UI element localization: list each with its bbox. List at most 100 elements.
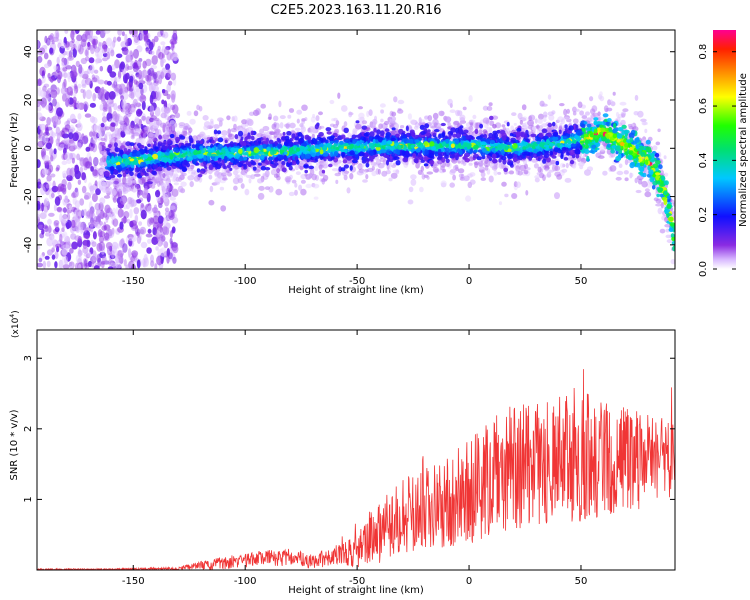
spectrogram-cell [128, 236, 135, 242]
spectrogram-cell [95, 188, 101, 196]
spectrogram-cell [565, 162, 569, 169]
spectrogram-cell [554, 192, 560, 200]
spectrogram-cell [74, 187, 79, 198]
spectrogram-cell [235, 169, 240, 174]
spectrogram-cell [129, 208, 133, 219]
spectrogram-cell [88, 57, 95, 64]
spectrogram-cell [449, 182, 456, 188]
spectrogram-cell [432, 167, 439, 173]
spectrogram-cell [100, 137, 106, 142]
spectrogram-cell [72, 132, 79, 142]
spectrogram-cell [44, 225, 49, 233]
spectrogram-cell [64, 30, 69, 34]
spectrogram-cell [177, 185, 184, 193]
spectrogram-cell [260, 103, 267, 109]
spectrogram-cell [462, 106, 467, 111]
spectrogram-cell [123, 48, 128, 56]
spectrogram-cell [107, 245, 113, 256]
spectrogram-cell [138, 82, 144, 90]
spectrogram-cell [136, 108, 143, 117]
spectrogram-cell [325, 127, 332, 132]
spectrogram-cell [219, 186, 225, 191]
spectrogram-cell [87, 42, 91, 51]
spectrogram-cell [440, 165, 445, 171]
spectrogram-cell [137, 179, 143, 185]
spectrogram-cell [559, 162, 565, 168]
spectrogram-cell [85, 146, 91, 152]
spectrogram-cell [279, 122, 284, 129]
spectrogram-cell [112, 188, 116, 195]
spectrogram-cell [599, 91, 603, 97]
spectrogram-cell [186, 110, 192, 116]
spectrogram-cell [53, 221, 57, 227]
spectrogram-cell [82, 31, 88, 42]
spectrogram-cell [657, 128, 661, 133]
spectrogram-cell [120, 184, 125, 188]
spectrogram-cell [91, 262, 95, 268]
spectrogram-cell [323, 162, 328, 168]
spectrogram-cell [233, 185, 238, 191]
spectrogram-cell [56, 107, 63, 117]
spectrogram-cell [474, 161, 479, 169]
spectrogram-cell [101, 145, 107, 150]
spectrogram-cell [132, 132, 140, 137]
spectrogram-cell [174, 112, 181, 119]
spectrogram-cell [577, 101, 583, 109]
spectrogram-cell [296, 118, 300, 124]
spectrogram-cell [564, 177, 572, 183]
spectrogram-cell [88, 131, 94, 137]
spectrogram-cell [602, 170, 608, 176]
spectrogram-cell [259, 128, 265, 135]
spectrogram-cell [488, 175, 494, 183]
spectrogram-cell [103, 224, 111, 231]
spectrogram-cell [380, 109, 384, 114]
spectrogram-cell [544, 168, 549, 172]
spectrogram-cell [61, 160, 68, 165]
spectrogram-cell [54, 261, 58, 269]
spectrogram-cell [107, 181, 113, 185]
spectrogram-cell [62, 198, 68, 206]
spectrogram-cell [84, 192, 91, 200]
spectrogram-cell [148, 217, 155, 225]
spectrogram-cell [335, 179, 339, 184]
spectrogram-cell [46, 249, 53, 256]
spectrogram-cell [42, 154, 50, 163]
spectrogram-cell [418, 171, 424, 175]
spectrogram-cell [660, 201, 664, 209]
spectrogram-cell [63, 72, 68, 79]
spectrogram-cell [370, 161, 377, 166]
spectrogram-cell [160, 112, 167, 119]
spectrogram-cell [103, 30, 111, 34]
spectrogram-cell [74, 200, 80, 209]
spectrogram-cell [96, 53, 100, 61]
spectrogram-cell [108, 118, 116, 123]
spectrogram-cell [77, 113, 82, 120]
spectrogram-cell [72, 48, 77, 58]
spectrogram-cell [51, 185, 59, 193]
spectrogram-cell [57, 133, 61, 143]
spectrogram-cell [407, 199, 414, 205]
spectrogram-cell [609, 99, 613, 104]
spectrogram-cell [615, 111, 620, 118]
spectrogram-cell [528, 114, 536, 121]
spectrogram-cell [50, 89, 58, 99]
spectrogram-cell [556, 174, 563, 180]
spectrogram-cell [155, 190, 161, 198]
spectrogram-cell [301, 118, 306, 122]
spectrogram-cell [271, 123, 277, 130]
spectrogram-cell [113, 36, 117, 43]
spectrogram-cell [300, 179, 306, 184]
spectrogram-cell [294, 182, 298, 188]
spectrogram-cell [89, 102, 96, 108]
spectrogram-cell [68, 132, 74, 140]
spectrogram-cell [156, 90, 162, 101]
spectrogram-cell [50, 173, 56, 178]
spectrogram-cell [39, 66, 46, 77]
spectrogram-cell [44, 197, 49, 207]
spectrogram-cell [561, 168, 568, 173]
spectrogram-cell [54, 30, 60, 40]
spectrogram-cell [89, 64, 95, 74]
spectrogram-cell [81, 172, 86, 181]
spectrogram-cell [121, 31, 125, 37]
spectrogram-cell [61, 214, 68, 224]
